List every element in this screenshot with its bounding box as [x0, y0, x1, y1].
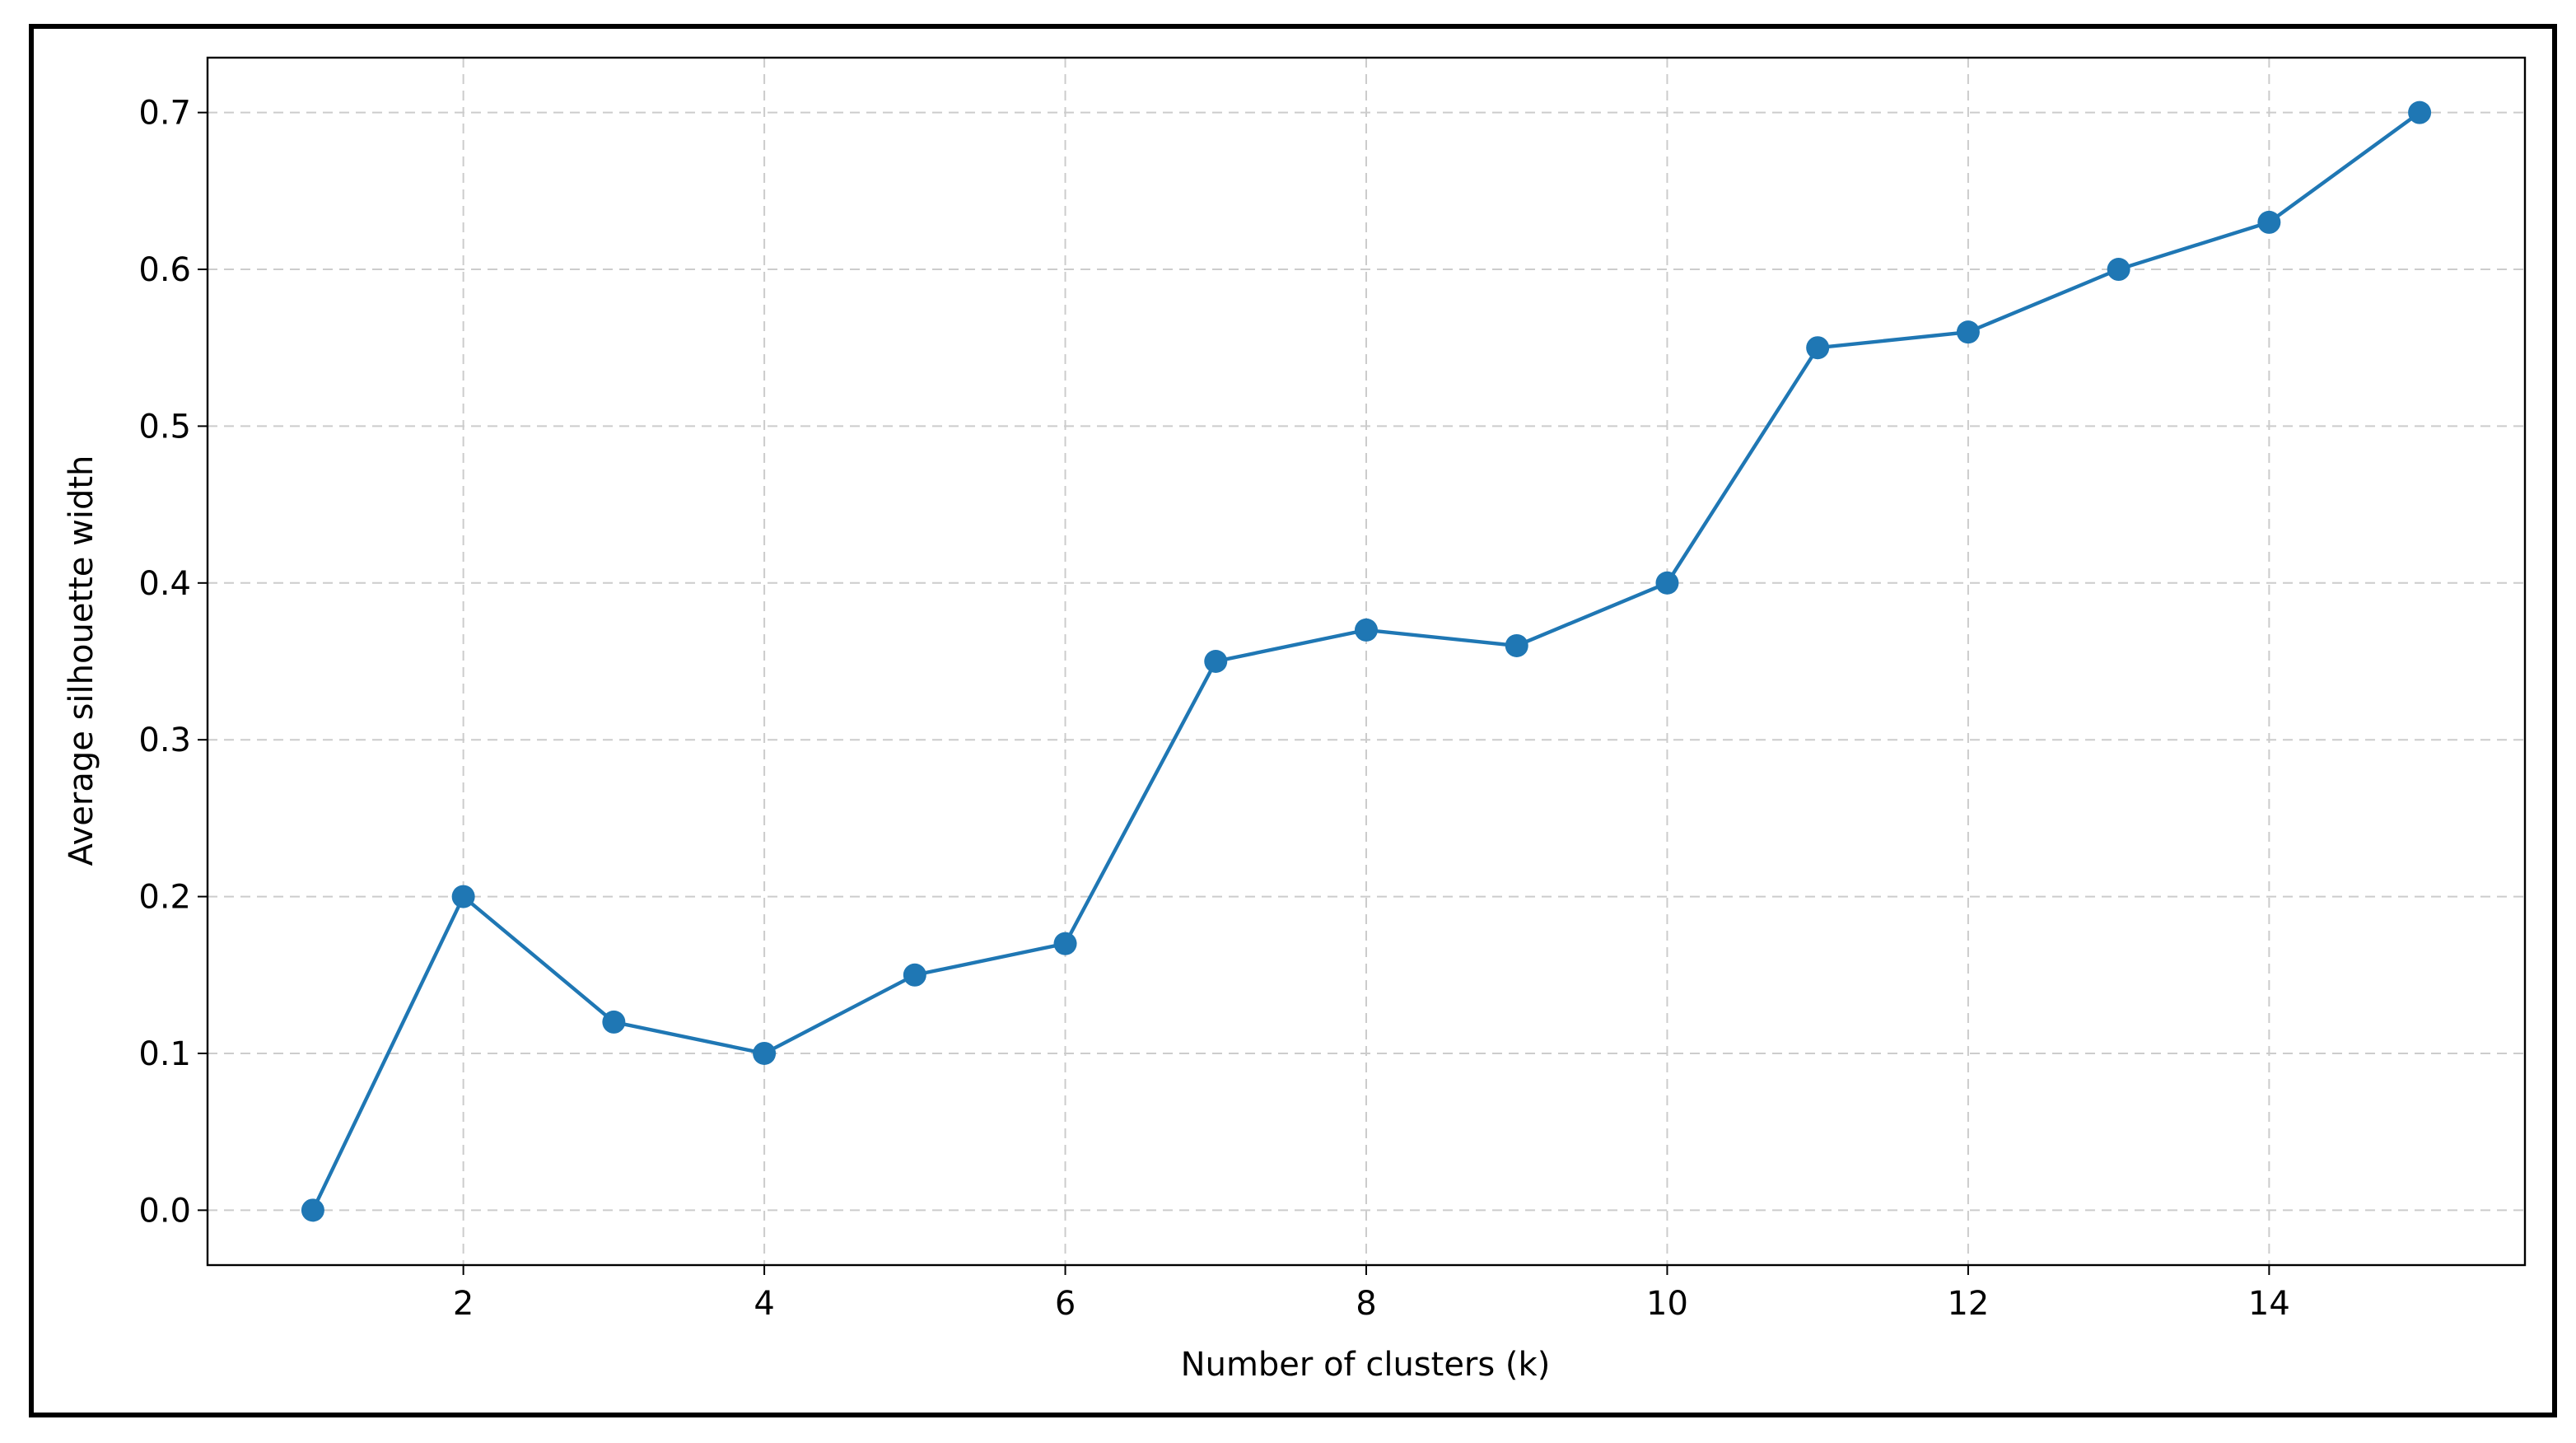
data-point	[1956, 320, 1980, 344]
x-tick-label: 10	[1646, 1285, 1688, 1323]
x-tick-label: 4	[754, 1285, 774, 1323]
grid: 0.0 0.1 0.2 0.3 0.4 0.5 0.6 0.7 2 4 6 8 10 12 14	[138, 58, 2525, 1323]
data-point	[451, 885, 475, 908]
data-point	[1655, 571, 1679, 595]
x-axis-label: Number of clusters (k)	[1181, 1346, 1551, 1384]
outer-frame	[29, 24, 2557, 1417]
axes-frame	[206, 56, 2527, 1267]
data-point	[753, 1041, 777, 1065]
y-tick-label: 0.6	[138, 251, 191, 289]
data-point	[1505, 633, 1528, 657]
y-tick-label: 0.1	[138, 1035, 191, 1073]
plot-area	[301, 100, 2432, 1222]
y-tick-label: 0.3	[138, 722, 191, 759]
y-tick-label: 0.5	[138, 408, 191, 446]
data-point	[1806, 336, 1830, 360]
data-point	[1053, 932, 1077, 955]
x-tick-label: 12	[1947, 1285, 1989, 1323]
x-tick-label: 6	[1055, 1285, 1076, 1323]
x-tick-label: 14	[2248, 1285, 2290, 1323]
y-tick-label: 0.2	[138, 879, 191, 917]
y-tick-label: 0.0	[138, 1192, 191, 1230]
data-point	[602, 1010, 626, 1034]
data-point	[1355, 618, 1378, 642]
x-tick-label: 8	[1356, 1285, 1376, 1323]
data-point	[2107, 258, 2130, 282]
data-point	[2408, 100, 2432, 124]
y-axis-label: Average silhouette width	[63, 455, 100, 866]
data-point	[2257, 210, 2281, 234]
data-point	[1204, 650, 1228, 673]
data-point	[301, 1198, 324, 1222]
y-tick-label: 0.7	[138, 95, 191, 133]
y-tick-label: 0.4	[138, 565, 191, 603]
data-point	[903, 963, 926, 987]
x-tick-label: 2	[453, 1285, 474, 1323]
